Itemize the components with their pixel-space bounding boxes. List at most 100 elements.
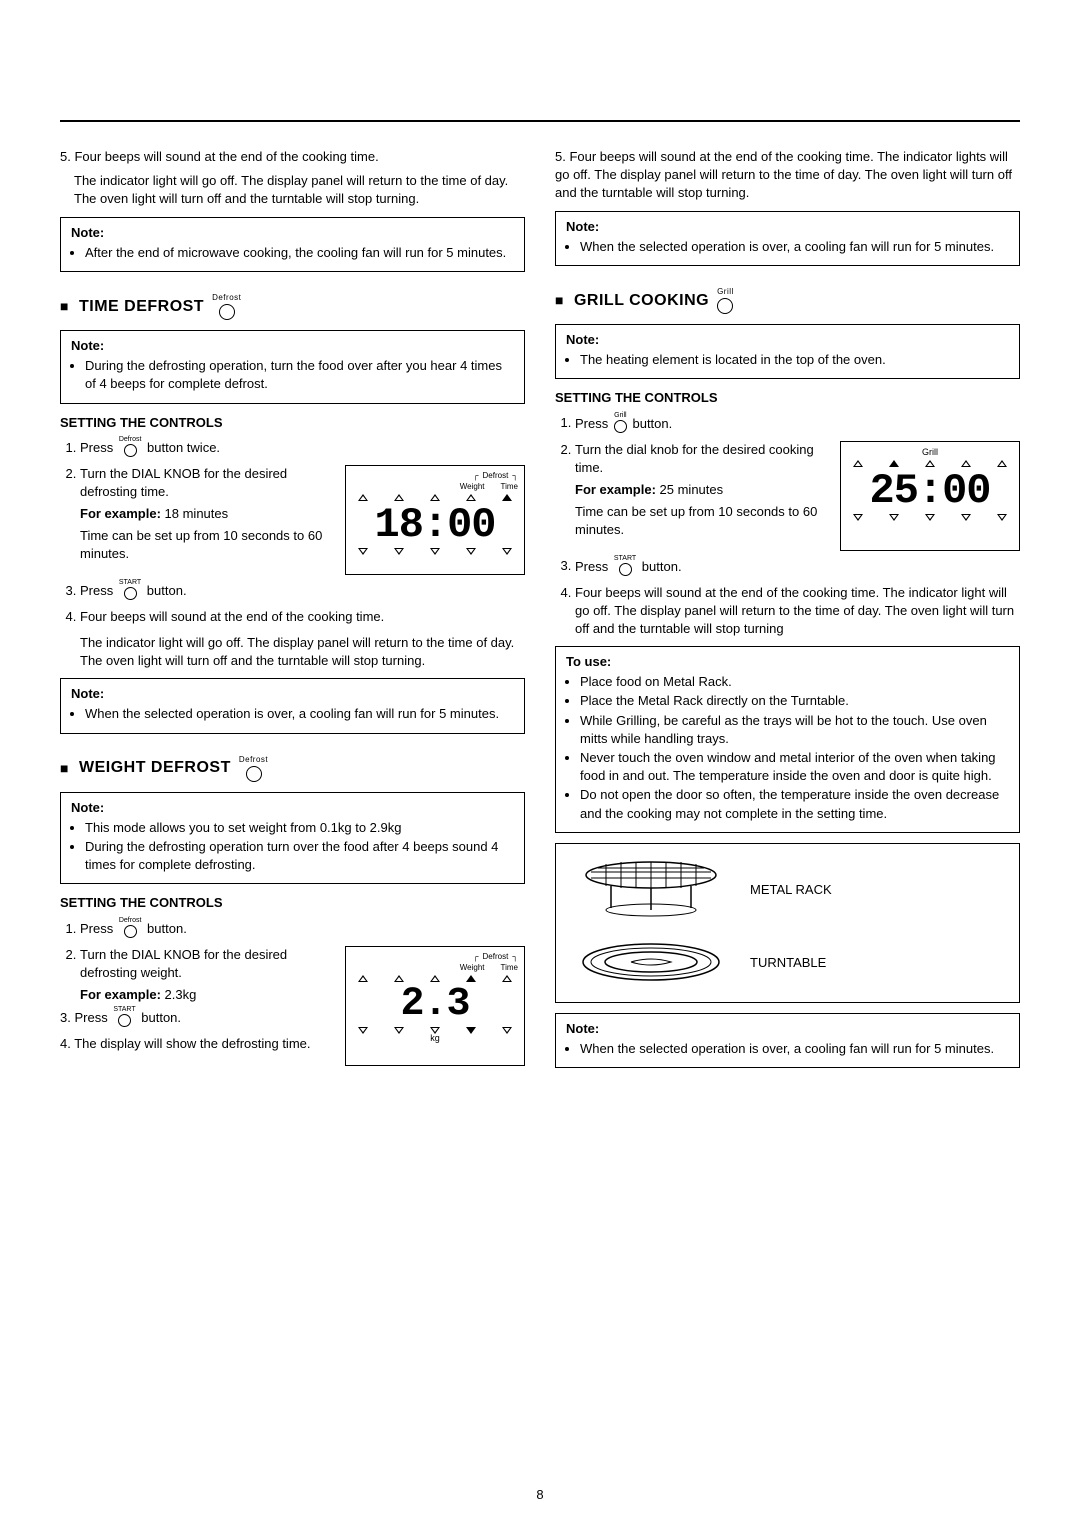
note-label: Note: [71, 337, 514, 355]
grill-icon-label: Grill [717, 288, 734, 296]
left-column: 5. Four beeps will sound at the end of t… [60, 142, 525, 1076]
start-button-icon: START [119, 579, 141, 600]
step-2: Turn the dial knob for the desired cooki… [575, 441, 1020, 551]
step-2: Turn the DIAL KNOB for the desired defro… [80, 946, 525, 1066]
example-label: For example: [575, 482, 656, 497]
step-text: Turn the dial knob for the desired cooki… [575, 441, 830, 477]
step-4: Four beeps will sound at the end of the … [575, 584, 1020, 639]
step-1: Press Defrost button twice. [80, 438, 525, 459]
time-defrost-note2-box: Note: When the selected operation is ove… [60, 678, 525, 733]
turntable-label: TURNTABLE [750, 954, 826, 972]
intro-step-5-cont: The indicator light will go off. The dis… [74, 172, 525, 208]
step-text: Press [575, 558, 608, 573]
metal-rack-label: METAL RACK [750, 881, 832, 899]
button-label: START [614, 555, 636, 562]
section-bullet-icon: ■ [60, 297, 69, 317]
grill-note-box: Note: The heating element is located in … [555, 324, 1020, 379]
touse-item: While Grilling, be careful as the trays … [580, 712, 1009, 748]
defrost-icon-label: Defrost [212, 294, 241, 302]
right-column: 5. Four beeps will sound at the end of t… [555, 142, 1020, 1076]
button-label: START [113, 1006, 135, 1013]
display-weight-label: Weight [460, 481, 485, 492]
step-4-inline: 4. The display will show the defrosting … [60, 1035, 335, 1053]
step-3-inline: 3. Press START button. [60, 1008, 335, 1029]
lcd-display-weight-defrost: ┌Defrost┐ Weight Time 2.3 [345, 946, 525, 1066]
step-1: Press Grill button. [575, 414, 1020, 435]
grill-button-icon: Grill [614, 412, 627, 433]
intro-note-box: Note: When the selected operation is ove… [555, 211, 1020, 266]
step-cont: The indicator light will go off. The dis… [80, 634, 525, 670]
time-defrost-note-box: Note: During the defrosting operation, t… [60, 330, 525, 404]
two-column-layout: 5. Four beeps will sound at the end of t… [60, 142, 1020, 1076]
step-text: Press [575, 415, 608, 430]
step-text: Turn the DIAL KNOB for the desired defro… [80, 465, 335, 501]
weight-defrost-note-box: Note: This mode allows you to set weight… [60, 792, 525, 885]
note-text: When the selected operation is over, a c… [85, 705, 514, 723]
note-label: Note: [71, 685, 514, 703]
rack-turntable-diagram: METAL RACK TURNTABLE [555, 843, 1020, 1003]
lcd-display-grill: Grill 25:00 [840, 441, 1020, 551]
display-digits: 18:00 [352, 504, 518, 546]
note-text: This mode allows you to set weight from … [85, 819, 514, 837]
display-unit: kg [352, 1032, 518, 1045]
display-weight-label: Weight [460, 962, 485, 973]
note-text: After the end of microwave cooking, the … [85, 244, 514, 262]
step-text: button. [141, 1010, 181, 1025]
step-text: Press [74, 1010, 107, 1025]
touse-item: Place food on Metal Rack. [580, 673, 1009, 691]
note-label: Note: [71, 799, 514, 817]
grill-button-icon: Grill [717, 288, 734, 314]
step-text: button. [642, 558, 682, 573]
time-defrost-title: TIME DEFROST [79, 296, 204, 318]
note-label: Note: [566, 331, 1009, 349]
defrost-button-icon: Defrost [119, 917, 142, 938]
section-bullet-icon: ■ [60, 759, 69, 779]
step-4: Four beeps will sound at the end of the … [80, 608, 525, 671]
grill-touse-box: To use: Place food on Metal Rack. Place … [555, 646, 1020, 833]
intro-step-5: 5. Four beeps will sound at the end of t… [555, 148, 1020, 203]
button-label: Defrost [119, 917, 142, 924]
setting-controls-heading: SETTING THE CONTROLS [555, 389, 1020, 407]
example-note: Time can be set up from 10 seconds to 60… [575, 503, 830, 539]
metal-rack-icon [576, 860, 726, 920]
time-defrost-steps: Press Defrost button twice. Turn the DIA… [60, 438, 525, 671]
example-value: 2.3kg [161, 987, 196, 1002]
display-digits: 2.3 [352, 985, 518, 1025]
step-text: The display will show the defrosting tim… [74, 1036, 310, 1051]
button-label: Defrost [119, 436, 142, 443]
step-text: button. [632, 415, 672, 430]
touse-item: Never touch the oven window and metal in… [580, 749, 1009, 785]
grill-cooking-heading: ■ GRILL COOKING Grill [555, 288, 1020, 314]
setting-controls-heading: SETTING THE CONTROLS [60, 894, 525, 912]
defrost-button-icon: Defrost [239, 756, 268, 782]
grill-note2-box: Note: When the selected operation is ove… [555, 1013, 1020, 1068]
example-label: For example: [80, 506, 161, 521]
note-text: When the selected operation is over, a c… [580, 1040, 1009, 1058]
note-text: During the defrosting operation, turn th… [85, 357, 514, 393]
setting-controls-heading: SETTING THE CONTROLS [60, 414, 525, 432]
note-text: During the defrosting operation turn ove… [85, 838, 514, 874]
step-text: Press [80, 921, 113, 936]
display-time-label: Time [501, 962, 518, 973]
weight-defrost-title: WEIGHT DEFROST [79, 757, 231, 779]
grill-steps: Press Grill button. Turn the dial knob f… [555, 414, 1020, 639]
touse-item: Place the Metal Rack directly on the Tur… [580, 692, 1009, 710]
button-label: START [119, 579, 141, 586]
section-bullet-icon: ■ [555, 291, 564, 311]
note-label: Note: [566, 1020, 1009, 1038]
note-text: When the selected operation is over, a c… [580, 238, 1009, 256]
step-3: Press START button. [80, 581, 525, 602]
grill-cooking-title: GRILL COOKING [574, 290, 709, 312]
touse-item: Do not open the door so often, the tempe… [580, 786, 1009, 822]
step-1: Press Defrost button. [80, 919, 525, 940]
step-text: button. [147, 583, 187, 598]
step-text: button twice. [147, 440, 220, 455]
step-3: Press START button. [575, 557, 1020, 578]
display-time-label: Time [501, 481, 518, 492]
display-grill-label: Grill [847, 446, 1013, 459]
turntable-icon [576, 940, 726, 986]
example-note: Time can be set up from 10 seconds to 60… [80, 527, 335, 563]
example-value: 25 minutes [656, 482, 723, 497]
display-digits: 25:00 [847, 470, 1013, 512]
step-text: Turn the DIAL KNOB for the desired defro… [80, 946, 335, 982]
